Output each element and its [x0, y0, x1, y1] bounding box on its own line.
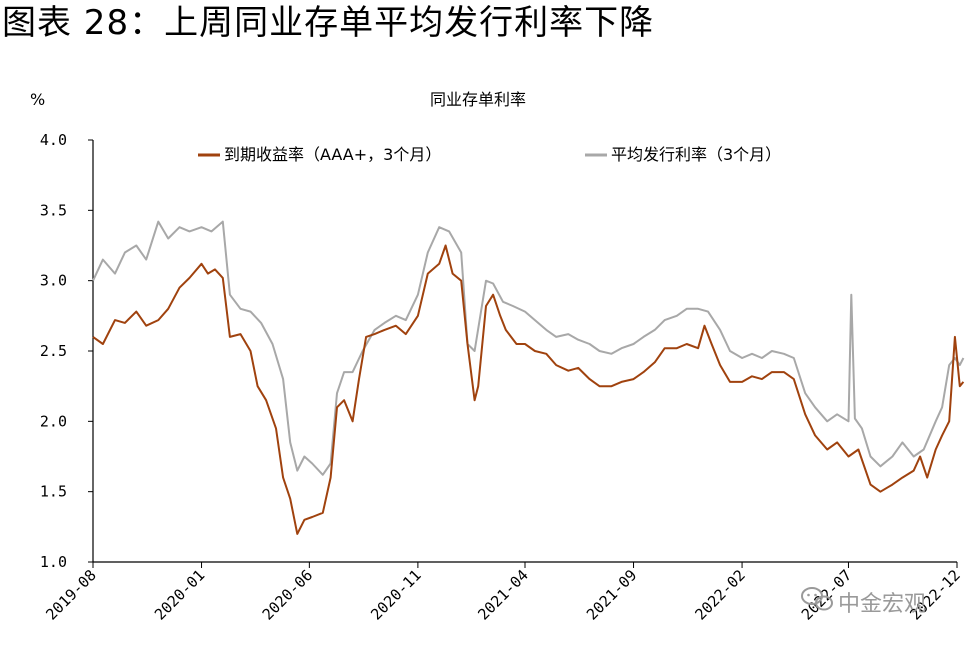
watermark-text: 中金宏观 [838, 592, 926, 617]
figure-title: 图表 28：上周同业存单平均发行利率下降 [2, 3, 655, 43]
x-tick-label: 2020-11 [367, 566, 424, 623]
y-axis: 4.0 3.5 3.0 2.5 2.0 1.5 1.0 [40, 131, 93, 571]
y-tick-label: 1.5 [40, 483, 67, 501]
x-axis: 2019-08 2020-01 2020-06 2020-11 2021-04 2021-… [42, 562, 964, 624]
y-tick-label: 3.5 [40, 201, 67, 219]
watermark: 中金宏观 [801, 587, 926, 617]
legend: 到期收益率（AAA+，3个月） 平均发行利率（3个月） [198, 145, 781, 164]
y-axis-unit-label: % [30, 90, 45, 109]
x-tick-label: 2022-02 [691, 566, 748, 623]
y-tick-label: 2.5 [40, 342, 67, 360]
x-tick-label: 2020-01 [151, 566, 208, 623]
x-tick-label: 2021-04 [474, 566, 531, 623]
x-tick-label: 2021-09 [583, 566, 640, 623]
chart-title: 同业存单利率 [430, 90, 526, 109]
legend-entry: 平均发行利率（3个月） [611, 145, 781, 164]
series-line [92, 220, 965, 476]
y-tick-label: 3.0 [40, 272, 67, 290]
y-tick-label: 1.0 [40, 553, 67, 571]
wechat-icon [801, 587, 833, 611]
series-line [92, 244, 965, 535]
x-tick-label: 2019-08 [42, 566, 99, 623]
x-tick-label: 2020-06 [259, 566, 316, 623]
legend-entry: 到期收益率（AAA+，3个月） [224, 145, 441, 164]
series-layer [92, 220, 965, 535]
y-tick-label: 4.0 [40, 131, 67, 149]
y-tick-label: 2.0 [40, 412, 67, 430]
